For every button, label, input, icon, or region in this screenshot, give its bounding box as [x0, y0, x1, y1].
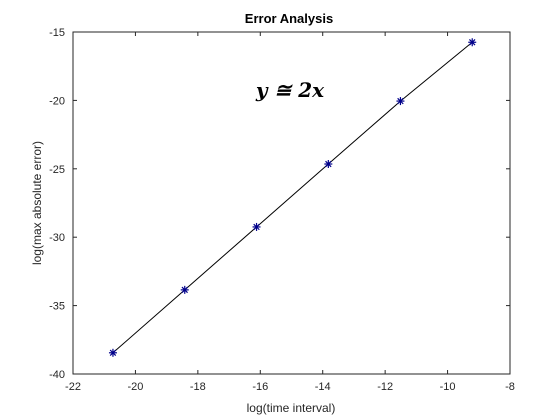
y-tick-label: -35 [49, 301, 65, 313]
data-point-marker [468, 38, 477, 47]
x-axis-label: log(time interval) [247, 401, 336, 415]
data-point-marker [396, 97, 405, 106]
data-point-marker [180, 285, 189, 294]
y-tick-label: -15 [49, 27, 65, 39]
x-tick-label: -12 [377, 381, 393, 393]
y-tick-label: -30 [49, 232, 65, 244]
data-point-marker [108, 348, 117, 357]
axes-box [72, 31, 511, 375]
x-tick-label: -22 [65, 381, 81, 393]
data-point-marker [324, 160, 333, 169]
y-tick-label: -40 [49, 369, 65, 381]
x-tick-label: -14 [315, 381, 331, 393]
series-line [112, 41, 473, 354]
y-axis-ticks: -40 -35 -30 -25 -20 -15 [49, 27, 510, 381]
x-tick-label: -18 [190, 381, 206, 393]
x-tick-label: -10 [440, 381, 456, 393]
data-point-marker [252, 222, 261, 231]
chart-title: Error Analysis [245, 11, 333, 26]
y-tick-label: -25 [49, 164, 65, 176]
y-tick-label: -20 [49, 95, 65, 107]
x-tick-label: -8 [505, 381, 515, 393]
data-series [108, 38, 477, 357]
slope-annotation: y ≅ 2x [255, 78, 325, 102]
x-axis-ticks: -22 -20 -18 -16 -14 -12 -10 -8 [65, 32, 515, 393]
y-axis-label: log(max absolute error) [30, 141, 44, 265]
x-tick-label: -20 [127, 381, 143, 393]
x-tick-label: -16 [252, 381, 268, 393]
